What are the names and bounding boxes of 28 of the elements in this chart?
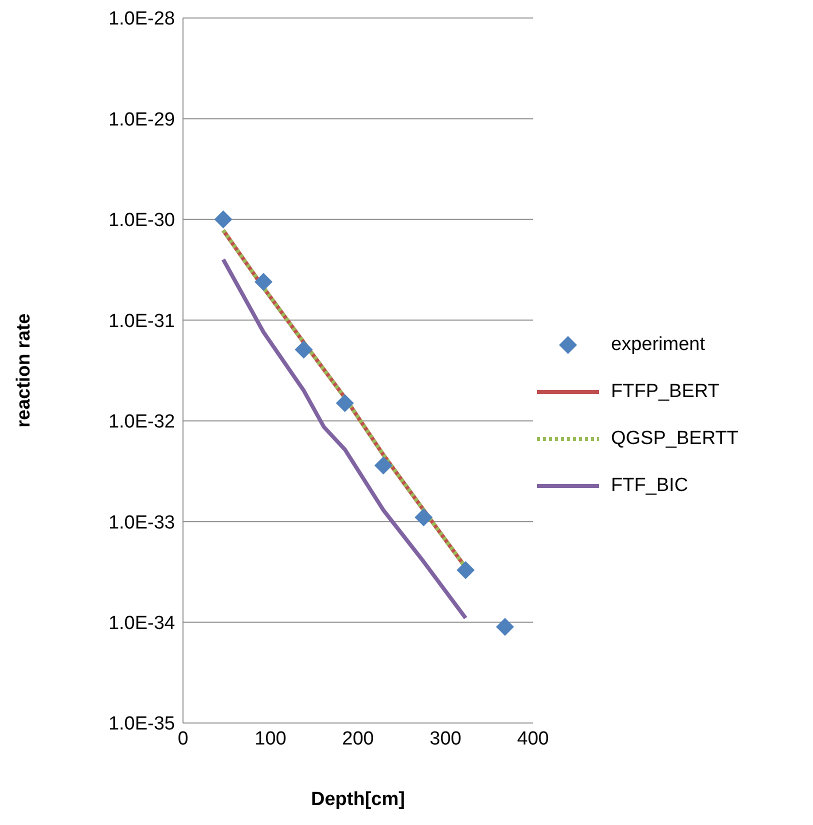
legend-label: FTF_BIC	[611, 475, 688, 497]
y-tick-label: 1.0E-30	[108, 210, 175, 232]
y-tick-label: 1.0E-29	[108, 109, 175, 130]
x-tick-label: 100	[254, 728, 286, 750]
y-tick-label: 1.0E-33	[108, 512, 175, 534]
point	[496, 618, 514, 636]
point	[456, 561, 475, 580]
y-tick-label: 1.0E-28	[108, 8, 175, 30]
point	[294, 340, 313, 359]
point	[336, 394, 354, 412]
legend-label: experiment	[611, 334, 705, 356]
y-tick-label: 1.0E-31	[108, 310, 175, 332]
y-tick-label: 1.0E-32	[108, 412, 175, 433]
legend-label: QGSP_BERTT	[611, 428, 738, 450]
x-tick-label: 200	[342, 728, 374, 750]
y-tick-label: 1.0E-34	[108, 613, 176, 634]
point	[214, 210, 232, 228]
point	[414, 508, 433, 526]
point	[374, 456, 392, 475]
x-tick-label: 0	[178, 728, 188, 750]
x-axis-title: Depth[cm]	[311, 789, 405, 810]
x-tick-label: 400	[517, 728, 549, 750]
x-tick-label: 300	[430, 728, 462, 750]
legend-label: FTFP_BERT	[611, 381, 720, 403]
line-series	[221, 258, 468, 620]
y-tick-label: 1.0E-35	[108, 714, 175, 735]
point	[254, 272, 272, 291]
y-axis-title: reaction rate	[14, 313, 35, 428]
